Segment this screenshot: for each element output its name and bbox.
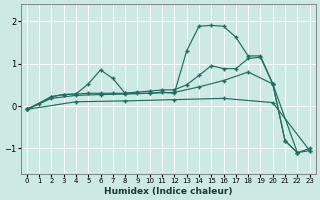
- X-axis label: Humidex (Indice chaleur): Humidex (Indice chaleur): [104, 187, 232, 196]
